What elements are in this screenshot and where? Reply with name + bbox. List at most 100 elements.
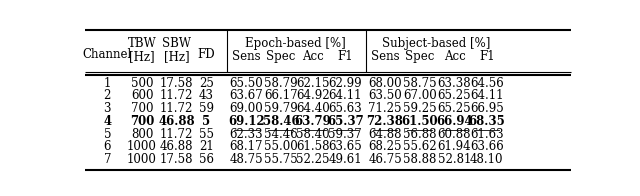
- Text: 600: 600: [131, 89, 153, 102]
- Text: 17.58: 17.58: [160, 77, 193, 90]
- Text: 48.10: 48.10: [470, 153, 504, 166]
- Text: 67.00: 67.00: [403, 89, 436, 102]
- Text: 68.17: 68.17: [229, 141, 263, 153]
- Text: 59: 59: [199, 102, 214, 115]
- Text: 58.75: 58.75: [403, 77, 436, 90]
- Text: 56.88: 56.88: [403, 128, 436, 141]
- Text: 17.58: 17.58: [160, 153, 193, 166]
- Text: 68.35: 68.35: [468, 115, 505, 128]
- Text: 58.79: 58.79: [264, 77, 298, 90]
- Text: 500: 500: [131, 77, 153, 90]
- Text: 46.88: 46.88: [160, 141, 193, 153]
- Text: 43: 43: [199, 89, 214, 102]
- Text: Sens: Sens: [371, 50, 399, 63]
- Text: 5: 5: [202, 115, 211, 128]
- Text: 700: 700: [131, 102, 153, 115]
- Text: 62.99: 62.99: [328, 77, 362, 90]
- Text: 63.66: 63.66: [470, 141, 504, 153]
- Text: 64.40: 64.40: [296, 102, 330, 115]
- Text: 56: 56: [199, 153, 214, 166]
- Text: 62.15: 62.15: [296, 77, 330, 90]
- Text: 58.46: 58.46: [262, 115, 299, 128]
- Text: Channel: Channel: [83, 48, 132, 61]
- Text: 61.58: 61.58: [296, 141, 330, 153]
- Text: 55.62: 55.62: [403, 141, 436, 153]
- Text: 5: 5: [104, 128, 111, 141]
- Text: 46.75: 46.75: [368, 153, 402, 166]
- Text: 25: 25: [199, 77, 214, 90]
- Text: 1: 1: [104, 77, 111, 90]
- Text: TBW: TBW: [127, 37, 156, 50]
- Text: 69.00: 69.00: [229, 102, 263, 115]
- Text: 69.12: 69.12: [228, 115, 264, 128]
- Text: Spec: Spec: [405, 50, 435, 63]
- Text: 64.11: 64.11: [470, 89, 504, 102]
- Text: 61.50: 61.50: [401, 115, 438, 128]
- Text: 64.92: 64.92: [296, 89, 330, 102]
- Text: 52.81: 52.81: [438, 153, 471, 166]
- Text: 63.79: 63.79: [295, 115, 332, 128]
- Text: 59.25: 59.25: [403, 102, 436, 115]
- Text: 11.72: 11.72: [160, 89, 193, 102]
- Text: 2: 2: [104, 89, 111, 102]
- Text: 7: 7: [104, 153, 111, 166]
- Text: 63.65: 63.65: [328, 141, 362, 153]
- Text: 65.25: 65.25: [438, 89, 471, 102]
- Text: 46.88: 46.88: [159, 115, 195, 128]
- Text: 52.25: 52.25: [296, 153, 330, 166]
- Text: Acc: Acc: [444, 50, 465, 63]
- Text: 6: 6: [104, 141, 111, 153]
- Text: 64.88: 64.88: [368, 128, 402, 141]
- Text: F1: F1: [337, 50, 353, 63]
- Text: 11.72: 11.72: [160, 102, 193, 115]
- Text: SBW: SBW: [162, 37, 191, 50]
- Text: 72.38: 72.38: [367, 115, 403, 128]
- Text: 65.50: 65.50: [229, 77, 263, 90]
- Text: 71.25: 71.25: [368, 102, 402, 115]
- Text: Spec: Spec: [266, 50, 296, 63]
- Text: Sens: Sens: [232, 50, 260, 63]
- Text: 4: 4: [103, 115, 111, 128]
- Text: [Hz]: [Hz]: [129, 50, 155, 63]
- Text: 800: 800: [131, 128, 153, 141]
- Text: 55.75: 55.75: [264, 153, 298, 166]
- Text: F1: F1: [479, 50, 495, 63]
- Text: Epoch-based [%]: Epoch-based [%]: [245, 37, 346, 50]
- Text: 68.00: 68.00: [368, 77, 402, 90]
- Text: 59.37: 59.37: [328, 128, 362, 141]
- Text: 63.50: 63.50: [368, 89, 402, 102]
- Text: 700: 700: [130, 115, 154, 128]
- Text: 65.37: 65.37: [327, 115, 364, 128]
- Text: 65.25: 65.25: [438, 102, 471, 115]
- Text: 61.63: 61.63: [470, 128, 504, 141]
- Text: 49.61: 49.61: [328, 153, 362, 166]
- Text: 58.40: 58.40: [296, 128, 330, 141]
- Text: 55.00: 55.00: [264, 141, 298, 153]
- Text: 59.79: 59.79: [264, 102, 298, 115]
- Text: 58.88: 58.88: [403, 153, 436, 166]
- Text: 11.72: 11.72: [160, 128, 193, 141]
- Text: 62.33: 62.33: [229, 128, 263, 141]
- Text: FD: FD: [198, 48, 215, 61]
- Text: 21: 21: [199, 141, 214, 153]
- Text: 64.56: 64.56: [470, 77, 504, 90]
- Text: 64.11: 64.11: [328, 89, 362, 102]
- Text: 66.17: 66.17: [264, 89, 298, 102]
- Text: 63.67: 63.67: [229, 89, 263, 102]
- Text: [Hz]: [Hz]: [164, 50, 189, 63]
- Text: 3: 3: [104, 102, 111, 115]
- Text: 68.25: 68.25: [368, 141, 402, 153]
- Text: Acc: Acc: [302, 50, 324, 63]
- Text: 66.94: 66.94: [436, 115, 473, 128]
- Text: 65.63: 65.63: [328, 102, 362, 115]
- Text: 55: 55: [199, 128, 214, 141]
- Text: 60.88: 60.88: [438, 128, 471, 141]
- Text: Subject-based [%]: Subject-based [%]: [381, 37, 490, 50]
- Text: 61.94: 61.94: [438, 141, 471, 153]
- Text: 63.38: 63.38: [438, 77, 471, 90]
- Text: 1000: 1000: [127, 153, 157, 166]
- Text: 1000: 1000: [127, 141, 157, 153]
- Text: 66.95: 66.95: [470, 102, 504, 115]
- Text: 48.75: 48.75: [229, 153, 263, 166]
- Text: 54.46: 54.46: [264, 128, 298, 141]
